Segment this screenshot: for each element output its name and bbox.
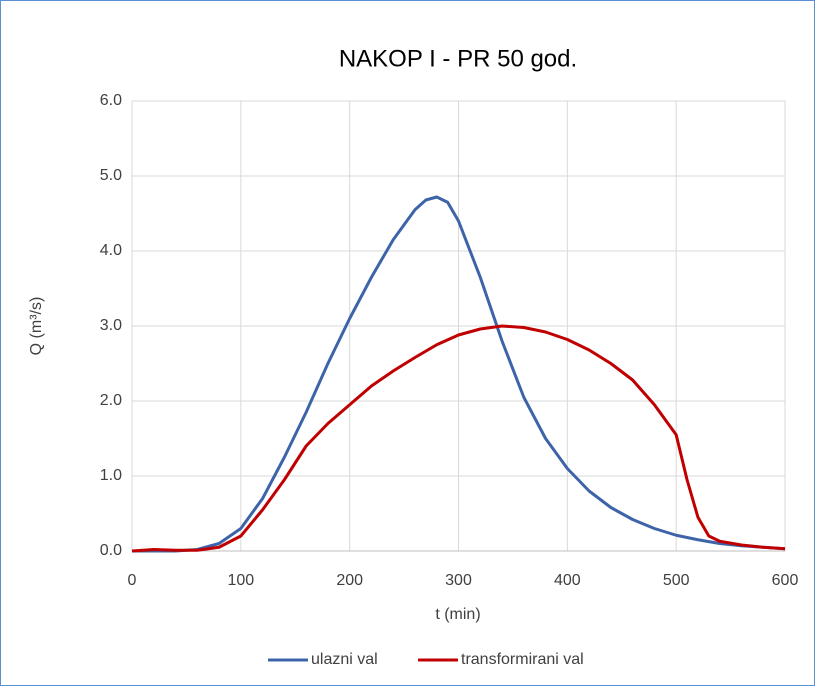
series-line [131,324,786,553]
series-line [132,195,786,553]
x-axis-label: t (min) [435,606,480,623]
x-tick-label: 400 [554,572,581,589]
y-tick-label: 3.0 [100,317,122,334]
x-tick-label: 600 [772,572,799,589]
x-tick-label: 300 [445,572,472,589]
y-tick-label: 6.0 [100,92,122,109]
x-tick-label: 200 [336,572,363,589]
legend-label: ulazni val [311,651,378,668]
x-tick-label: 100 [227,572,254,589]
chart-title: NAKOP I - PR 50 god. [339,45,577,72]
x-tick-label: 0 [128,572,137,589]
y-tick-label: 2.0 [100,392,122,409]
y-tick-label: 0.0 [100,542,122,559]
y-tick-label: 4.0 [100,242,122,259]
y-tick-label: 1.0 [100,467,122,484]
x-tick-label: 500 [663,572,690,589]
y-axis-label: Q (m³/s) [28,297,45,356]
legend-label: transformirani val [461,651,584,668]
y-tick-label: 5.0 [100,167,122,184]
